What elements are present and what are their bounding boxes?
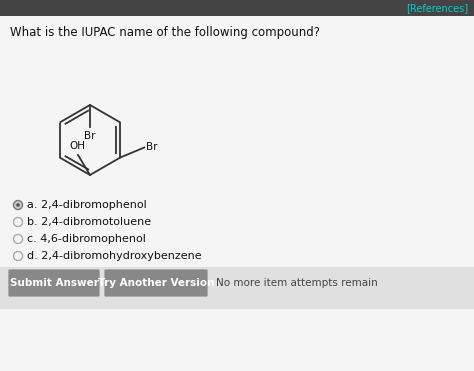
- FancyBboxPatch shape: [104, 269, 208, 296]
- Text: Br: Br: [146, 141, 158, 151]
- Text: d. 2,4-dibromohydroxybenzene: d. 2,4-dibromohydroxybenzene: [27, 251, 201, 261]
- Text: What is the IUPAC name of the following compound?: What is the IUPAC name of the following …: [10, 26, 320, 39]
- Text: [References]: [References]: [406, 3, 468, 13]
- FancyBboxPatch shape: [0, 0, 474, 16]
- Text: Br: Br: [84, 131, 96, 141]
- Text: Try Another Version: Try Another Version: [98, 278, 214, 288]
- FancyBboxPatch shape: [0, 267, 474, 309]
- Text: c. 4,6-dibromophenol: c. 4,6-dibromophenol: [27, 234, 146, 244]
- Text: OH: OH: [69, 141, 85, 151]
- FancyBboxPatch shape: [9, 269, 100, 296]
- Circle shape: [13, 200, 22, 210]
- Text: No more item attempts remain: No more item attempts remain: [216, 278, 378, 288]
- Text: Submit Answer: Submit Answer: [9, 278, 99, 288]
- Text: a. 2,4-dibromophenol: a. 2,4-dibromophenol: [27, 200, 147, 210]
- Circle shape: [16, 203, 20, 207]
- Text: b. 2,4-dibromotoluene: b. 2,4-dibromotoluene: [27, 217, 151, 227]
